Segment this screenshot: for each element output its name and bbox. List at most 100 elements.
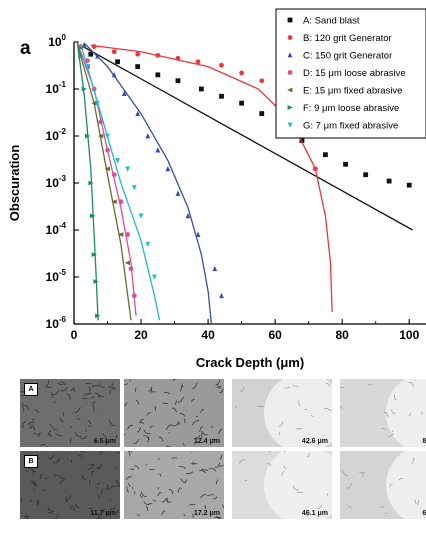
data-point [165,165,171,172]
data-point [155,72,161,78]
micrograph-depth-label: 80.8 [422,438,426,445]
y-tick-label: 10-4 [46,221,67,237]
series [76,42,101,321]
micrograph-depth-label: 68.5 [422,510,426,517]
micrograph-depth-label: 11.7 μm [90,510,116,517]
data-point [131,293,137,299]
micrograph-image: 80.8 [340,379,426,447]
data-point [115,59,120,65]
x-tick-label: 60 [268,328,282,342]
data-point [198,86,204,92]
data-point [323,152,328,158]
series [80,44,413,231]
series [76,42,137,316]
data-point [135,64,141,69]
panel-letter: a [20,38,31,59]
legend-item: E: 15 μm fixed abrasive [287,86,402,97]
data-point [91,44,97,49]
data-point [105,147,110,153]
data-point [91,100,97,106]
data-point [239,70,245,76]
x-tick-label: 80 [336,328,350,342]
data-point [287,17,293,23]
data-point [155,147,161,153]
data-point [259,111,265,116]
micrograph-depth-label: 12.4 μm [193,438,220,445]
data-point [111,71,117,78]
data-point [104,166,110,172]
data-point [195,231,201,237]
chart: a 0 20 40 60 80 100 100 10-1 10-2 10-3 10-4 10-5 10-… [7,8,426,370]
data-point [219,292,224,299]
data-point [95,100,100,107]
data-point [85,64,90,70]
data-point [105,133,110,139]
data-point [219,93,224,99]
y-tick-label: 10-2 [46,127,67,143]
fit-curve [83,42,213,324]
data-point [97,133,104,139]
data-point [145,241,151,248]
fit-curve [76,42,137,316]
data-point [239,100,245,106]
micrograph-texture [340,379,426,447]
data-point [111,172,117,178]
micrograph-row: 6.5 μm A 12.4 μm 42.6 μm 80.8 [20,379,426,447]
x-tick-label: 40 [201,328,215,342]
data-point [287,35,293,40]
data-point [118,199,124,205]
legend-item: D: 15 μm loose abrasive [287,68,406,79]
data-point [125,232,131,237]
data-point [91,252,97,257]
data-point [312,166,318,172]
data-point [115,158,120,164]
plot-area [76,42,413,324]
data-point [90,213,96,219]
legend-item: G: 7 μm fixed abrasive [287,121,398,132]
data-point [287,52,293,58]
micrograph-image: 42.6 μm [232,379,332,447]
data-point [155,52,161,58]
data-point [175,78,181,84]
data-point [111,49,117,55]
micrograph-texture [20,451,120,519]
data-point [88,180,94,186]
data-point [85,133,91,139]
micrograph-row-label: B [24,455,38,468]
data-point [299,138,305,143]
micrograph-image: 17.2 μm [124,451,224,519]
x-axis-title: Crack Depth (μm) [196,355,304,370]
y-axis-title: Obscuration [7,145,22,222]
data-point [406,182,412,188]
micrograph-depth-label: 42.6 μm [301,438,328,445]
data-point [95,313,101,319]
legend-label: C: 150 grit Generator [303,51,392,62]
data-point [175,55,181,61]
legend: A: Sand blast B: 120 grit Generator C: 150… [275,8,426,139]
legend-label: F: 9 μm loose abrasive [303,103,399,114]
data-point [185,212,191,219]
data-point [111,199,117,205]
micrograph-texture [124,379,224,447]
legend-label: D: 15 μm loose abrasive [303,68,406,79]
micrograph-image: 11.7 μm B [20,451,120,519]
fit-curve [80,44,161,321]
y-tick-label: 10-1 [46,80,67,96]
data-point [152,274,157,280]
legend-item: C: 150 grit Generator [287,51,392,62]
y-tick-label: 100 [48,33,66,49]
legend-item: F: 9 μm loose abrasive [287,103,399,114]
micrograph-image: 12.4 μm [124,379,224,447]
legend-label: E: 15 μm fixed abrasive [303,86,402,97]
data-point [145,133,151,139]
y-tick-label: 10-5 [46,268,67,284]
data-point [363,172,369,178]
micrograph-texture [342,451,426,519]
legend-label: A: Sand blast [303,16,360,27]
data-point [135,110,141,116]
data-point [135,51,141,57]
data-point [131,185,137,191]
y-tick-label: 10-3 [46,174,67,190]
data-point [259,78,265,84]
